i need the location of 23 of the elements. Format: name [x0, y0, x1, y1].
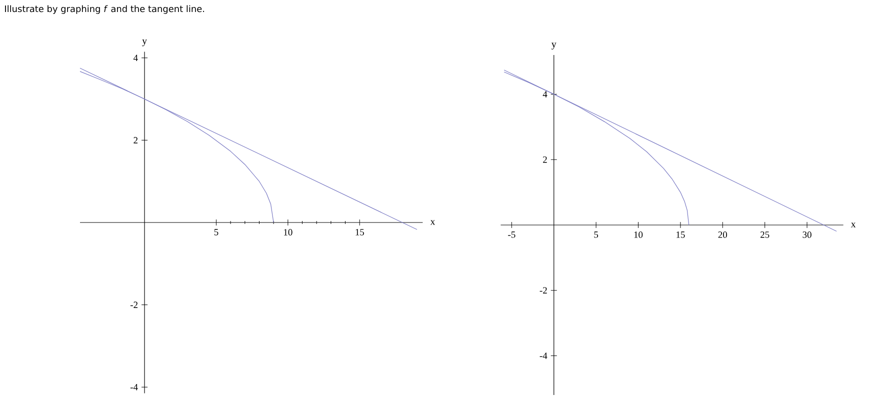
y-axis-title: y — [552, 42, 556, 50]
x-tick-label: 10 — [284, 229, 292, 236]
x-tick-label: -5 — [508, 232, 516, 238]
y-tick-label: -4 — [130, 384, 138, 390]
x-tick-label: 15 — [676, 232, 685, 238]
y-axis-title: y — [142, 39, 147, 46]
y-tick-label: 4 — [133, 54, 138, 61]
y-tick-label: -4 — [540, 352, 548, 359]
y-tick-label: -2 — [540, 287, 547, 294]
y-tick-label: 2 — [134, 137, 138, 144]
y-tick-label: 2 — [543, 156, 547, 163]
x-tick-label: 5 — [214, 229, 218, 236]
x-axis-title: x — [430, 220, 436, 225]
x-tick-label: 5 — [594, 232, 598, 238]
x-tick-label: 15 — [356, 229, 364, 236]
x-tick-label: 30 — [802, 232, 812, 238]
x-axis-title: x — [850, 222, 856, 228]
chart-title: Illustrate by graphing f and the tangent line. — [5, 5, 204, 14]
x-tick-label: 25 — [760, 232, 770, 238]
x-tick-label: 20 — [718, 232, 728, 238]
x-tick-label: 10 — [634, 232, 643, 238]
y-tick-label: 4 — [542, 91, 548, 98]
y-tick-label: -2 — [130, 302, 138, 308]
